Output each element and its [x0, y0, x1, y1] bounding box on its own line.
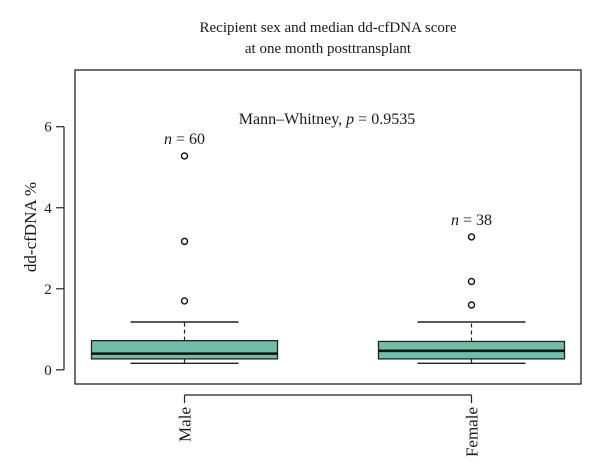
x-tick-label: Female	[463, 407, 482, 457]
outlier-point	[467, 301, 476, 309]
chart-subtitle: at one month posttransplant	[245, 41, 412, 57]
plot-frame	[74, 69, 582, 385]
box-groups: n = 60n = 38	[90, 131, 566, 365]
box-group-male: n = 60	[90, 131, 279, 365]
p-value: = 0.9535	[354, 111, 415, 128]
chart-title: Recipient sex and median dd-cfDNA score	[200, 20, 457, 36]
x-axis: Male Female	[176, 394, 482, 457]
n-value: = 38	[459, 212, 492, 229]
outlier-point	[180, 152, 189, 160]
mann-whitney-annotation: Mann–Whitney, p = 0.9535	[239, 111, 415, 128]
n-symbol: n	[451, 212, 459, 229]
y-tick-label: 2	[44, 282, 52, 298]
outlier-point	[467, 277, 476, 286]
sample-size-label: n = 38	[451, 212, 492, 229]
x-tick-label: Male	[176, 407, 195, 442]
box-iqr	[90, 339, 279, 360]
y-axis-title: dd-cfDNA %	[21, 182, 40, 272]
outlier-point	[180, 237, 189, 246]
sample-size-label: n = 60	[164, 131, 205, 148]
test-name: Mann–Whitney,	[239, 111, 346, 128]
n-symbol: n	[164, 131, 172, 148]
box-group-female: n = 38	[377, 212, 566, 365]
y-tick-label: 4	[44, 201, 52, 217]
y-tick-label: 0	[44, 363, 52, 379]
outlier-point	[180, 297, 189, 305]
y-tick-label: 6	[44, 120, 52, 136]
n-value: = 60	[172, 131, 205, 148]
p-symbol: p	[345, 111, 354, 128]
y-axis: 0 2 4 6	[44, 120, 65, 379]
outlier-point	[467, 233, 476, 241]
